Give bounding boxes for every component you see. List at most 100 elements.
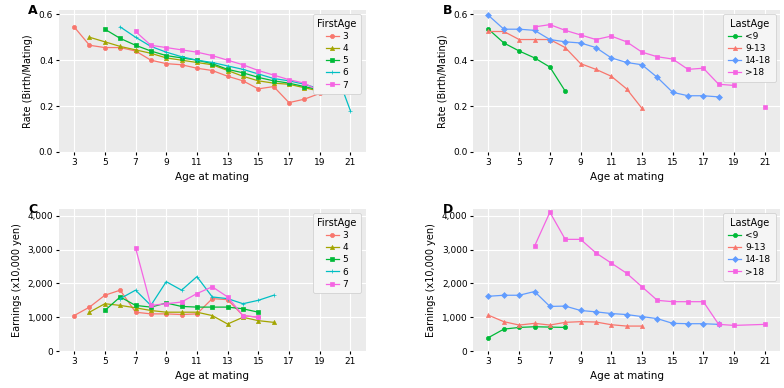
9-13 bbox=[561, 45, 570, 50]
7 bbox=[177, 47, 187, 52]
4 bbox=[85, 310, 94, 315]
7 bbox=[285, 77, 294, 82]
Line: 3: 3 bbox=[72, 288, 260, 319]
9-13 bbox=[561, 320, 570, 325]
>18 bbox=[561, 237, 570, 242]
4 bbox=[285, 82, 294, 87]
<9 bbox=[545, 65, 554, 69]
>18 bbox=[530, 244, 539, 248]
4 bbox=[177, 58, 187, 62]
3 bbox=[146, 58, 155, 62]
7 bbox=[223, 294, 232, 299]
Y-axis label: Rate (Birth/Mating): Rate (Birth/Mating) bbox=[24, 34, 33, 128]
7 bbox=[223, 58, 232, 62]
>18 bbox=[714, 82, 724, 87]
6 bbox=[253, 72, 263, 76]
<9 bbox=[484, 27, 493, 31]
6 bbox=[131, 288, 140, 293]
5 bbox=[223, 67, 232, 72]
5 bbox=[208, 305, 217, 310]
>18 bbox=[637, 50, 647, 54]
4 bbox=[253, 318, 263, 323]
5 bbox=[223, 305, 232, 310]
4 bbox=[192, 60, 201, 65]
3 bbox=[192, 312, 201, 316]
14-18 bbox=[561, 304, 570, 308]
Line: <9: <9 bbox=[486, 27, 568, 93]
7 bbox=[238, 62, 248, 67]
4 bbox=[115, 44, 125, 49]
6 bbox=[269, 293, 278, 298]
9-13 bbox=[499, 29, 509, 34]
5 bbox=[208, 61, 217, 66]
7 bbox=[253, 68, 263, 73]
>18 bbox=[684, 67, 693, 72]
14-18 bbox=[591, 310, 601, 314]
4 bbox=[100, 301, 110, 306]
6 bbox=[223, 64, 232, 68]
4 bbox=[208, 313, 217, 318]
14-18 bbox=[530, 28, 539, 33]
9-13 bbox=[545, 37, 554, 42]
3 bbox=[285, 100, 294, 105]
Line: 14-18: 14-18 bbox=[486, 289, 720, 326]
>18 bbox=[622, 271, 631, 275]
7 bbox=[192, 291, 201, 296]
7 bbox=[131, 29, 140, 34]
5 bbox=[146, 48, 155, 53]
>18 bbox=[637, 284, 647, 289]
<9 bbox=[561, 89, 570, 94]
>18 bbox=[607, 34, 616, 38]
5 bbox=[177, 55, 187, 60]
14-18 bbox=[622, 312, 631, 317]
9-13 bbox=[637, 324, 647, 328]
7 bbox=[177, 300, 187, 304]
>18 bbox=[530, 24, 539, 29]
6 bbox=[315, 87, 325, 91]
7 bbox=[192, 50, 201, 54]
3 bbox=[177, 312, 187, 317]
7 bbox=[269, 73, 278, 78]
5 bbox=[177, 304, 187, 309]
>18 bbox=[576, 237, 586, 242]
6 bbox=[115, 296, 125, 301]
14-18 bbox=[484, 13, 493, 18]
>18 bbox=[576, 33, 586, 37]
14-18 bbox=[545, 37, 554, 42]
4 bbox=[146, 51, 155, 55]
5 bbox=[131, 43, 140, 48]
<9 bbox=[499, 327, 509, 331]
Line: 5: 5 bbox=[103, 295, 260, 314]
Legend: 3, 4, 5, 6, 7: 3, 4, 5, 6, 7 bbox=[313, 213, 361, 293]
9-13 bbox=[576, 61, 586, 66]
5 bbox=[192, 58, 201, 62]
5 bbox=[100, 27, 110, 31]
Line: 6: 6 bbox=[118, 275, 276, 308]
>18 bbox=[668, 57, 677, 61]
5 bbox=[115, 294, 125, 299]
14-18 bbox=[652, 75, 662, 80]
14-18 bbox=[699, 94, 708, 98]
Legend: <9, 9-13, 14-18, >18: <9, 9-13, 14-18, >18 bbox=[724, 213, 775, 281]
Text: C: C bbox=[28, 203, 37, 216]
6 bbox=[253, 298, 263, 303]
6 bbox=[162, 279, 171, 284]
4 bbox=[100, 40, 110, 44]
>18 bbox=[699, 66, 708, 71]
Line: 5: 5 bbox=[103, 27, 321, 92]
<9 bbox=[514, 325, 524, 330]
9-13 bbox=[484, 29, 493, 34]
>18 bbox=[699, 300, 708, 304]
14-18 bbox=[545, 304, 554, 309]
<9 bbox=[514, 48, 524, 53]
Line: 9-13: 9-13 bbox=[486, 29, 644, 111]
3 bbox=[299, 97, 309, 102]
>18 bbox=[714, 322, 724, 327]
9-13 bbox=[591, 67, 601, 72]
6 bbox=[208, 60, 217, 65]
14-18 bbox=[684, 94, 693, 98]
<9 bbox=[484, 335, 493, 340]
14-18 bbox=[637, 62, 647, 67]
3 bbox=[115, 288, 125, 293]
Line: >18: >18 bbox=[532, 23, 736, 88]
